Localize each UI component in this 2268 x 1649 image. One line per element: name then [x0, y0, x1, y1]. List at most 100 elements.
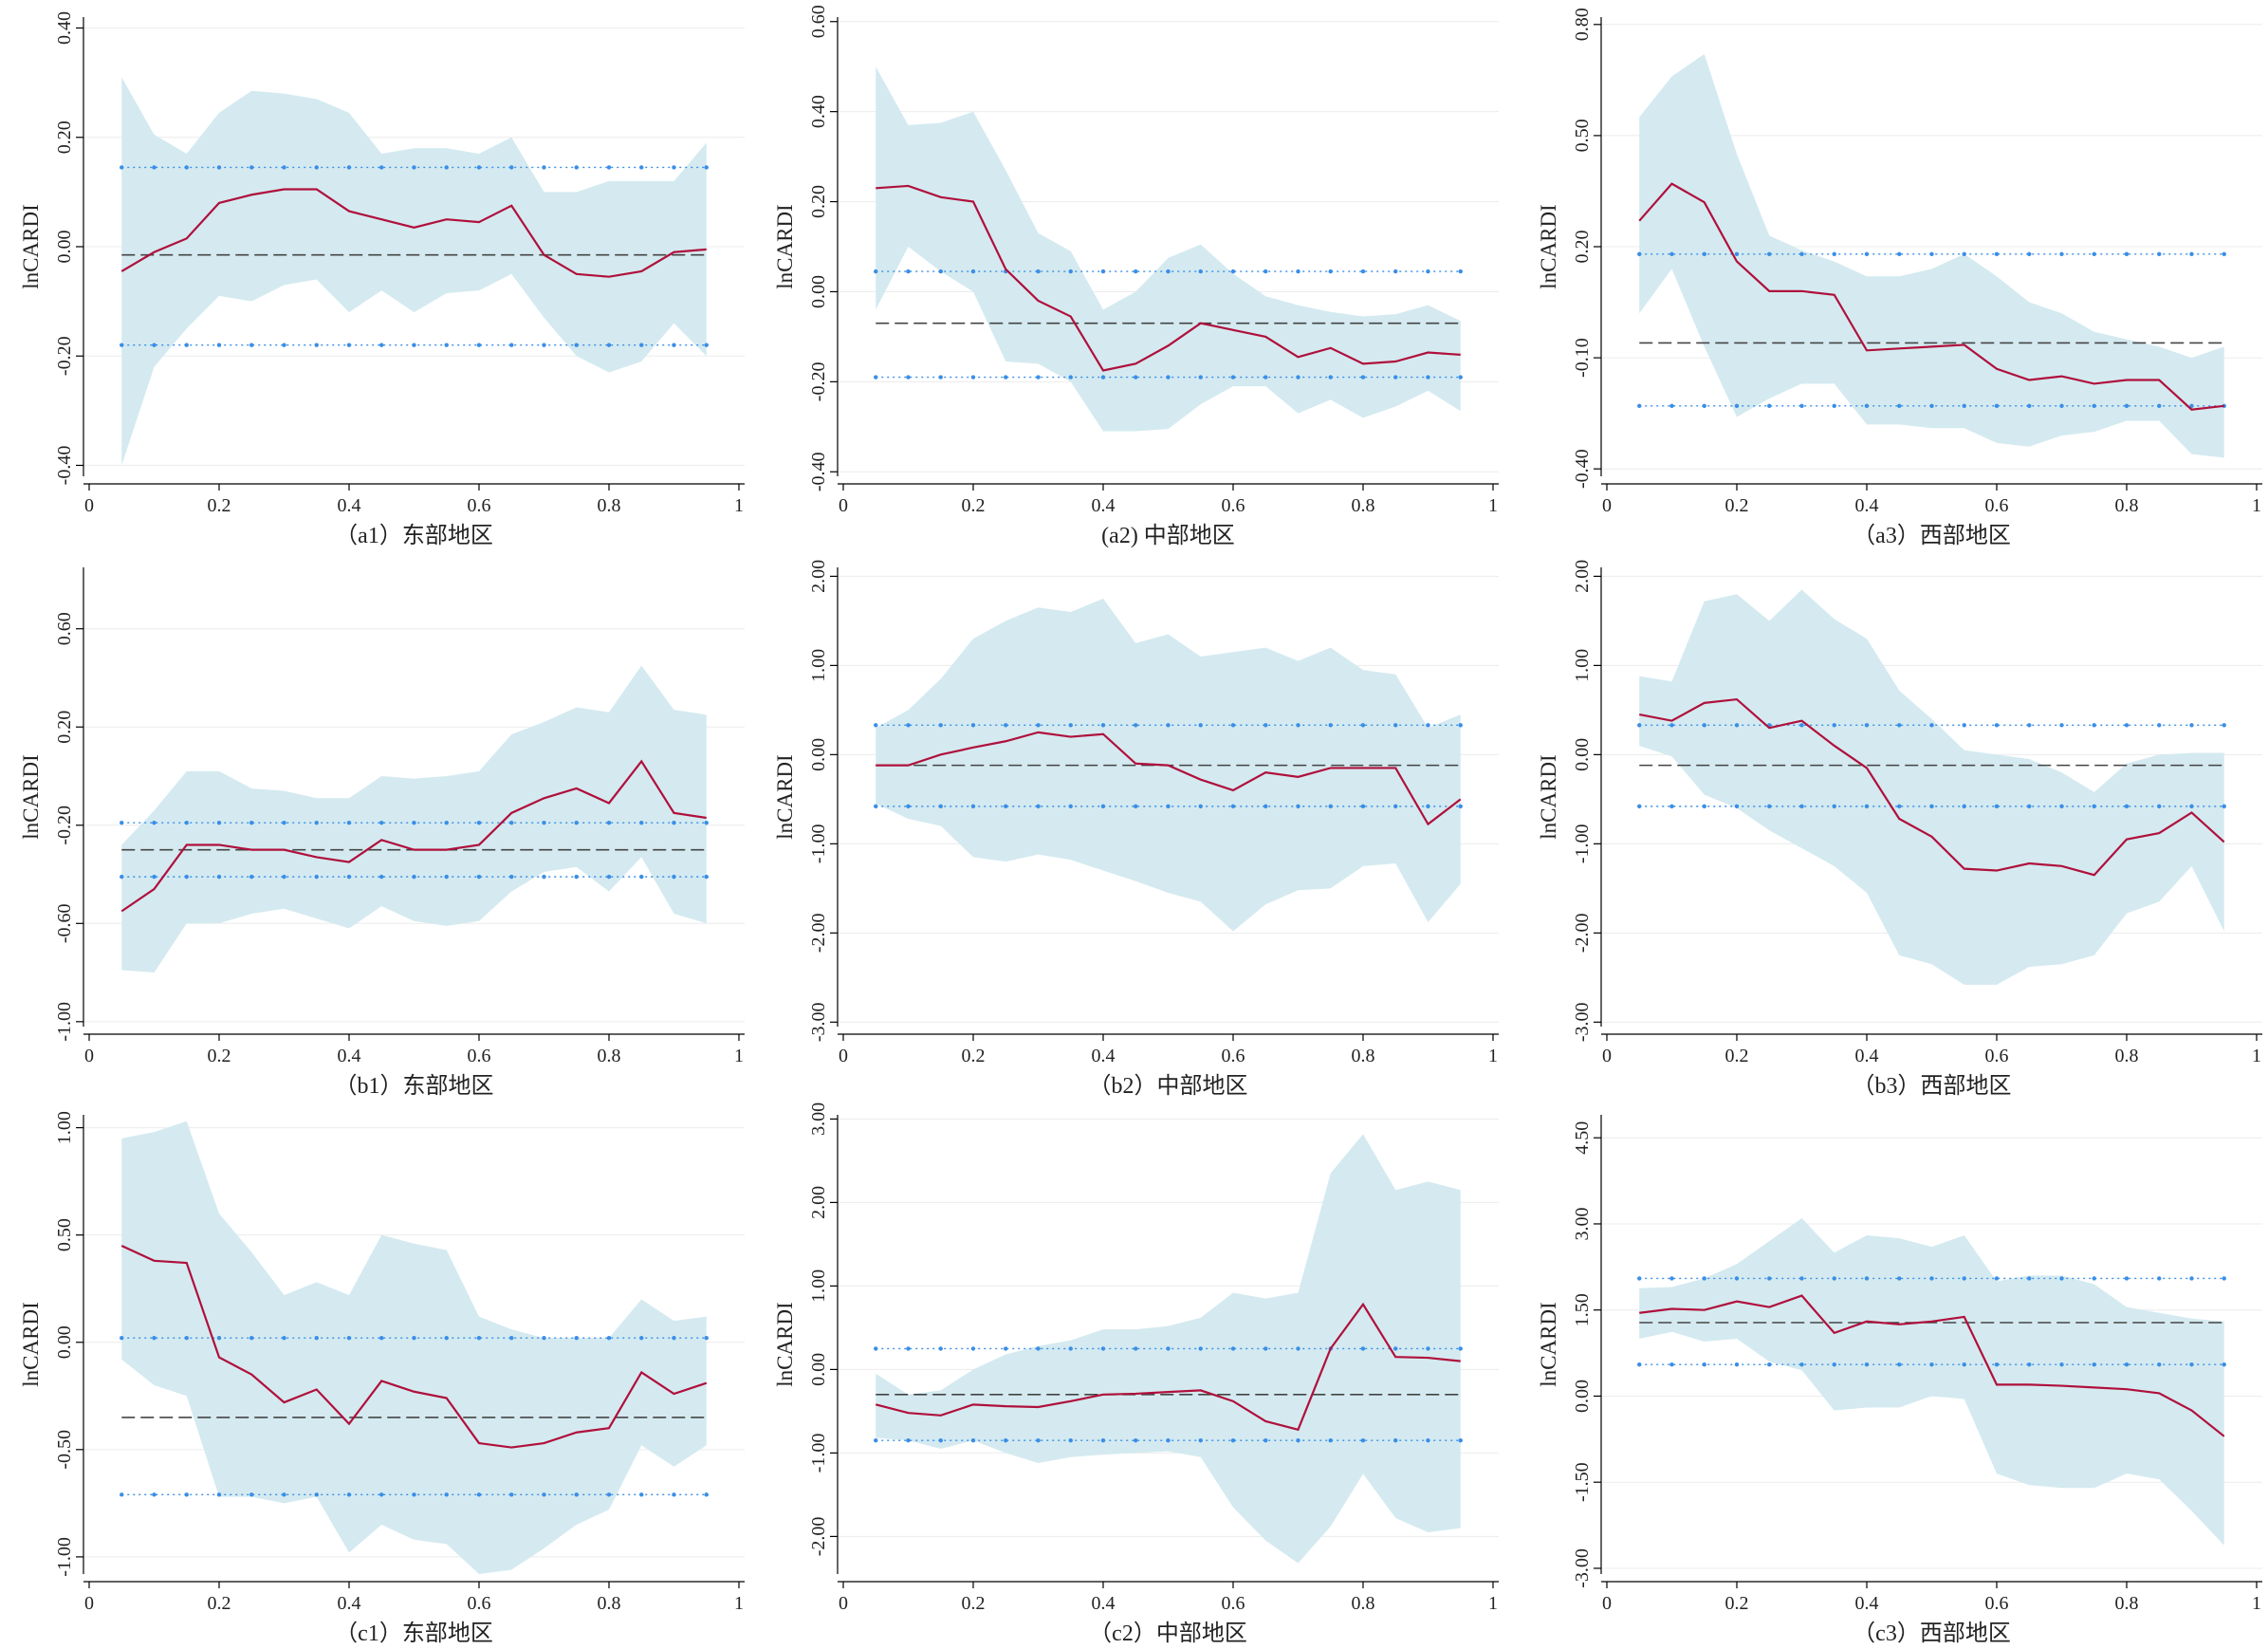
ols-ci-lower-marker-c2-0: [874, 1438, 878, 1443]
ols-ci-lower-marker-a1-12: [509, 343, 514, 347]
xtick-label-c3-0: 0: [1602, 1593, 1612, 1614]
ols-ci-upper-marker-a1-9: [412, 165, 416, 170]
xtick-label-a2-0: 0: [839, 495, 848, 516]
ytick-label-a2-0: -0.40: [808, 452, 829, 491]
ytick-label-b2-5: 2.00: [808, 560, 829, 593]
ols-ci-lower-marker-a2-17: [1426, 375, 1430, 380]
ols-ci-upper-marker-a1-13: [542, 165, 546, 170]
ols-ci-upper-marker-b1-13: [542, 820, 546, 825]
ols-ci-lower-marker-a2-15: [1360, 375, 1366, 380]
ols-ci-lower-marker-a2-3: [970, 375, 976, 380]
ols-ci-upper-marker-b2-0: [874, 723, 878, 728]
ols-ci-lower-marker-b2-8: [1134, 804, 1138, 809]
ols-ci-lower-marker-a1-0: [120, 343, 124, 347]
xtick-label-c2-2: 0.4: [1092, 1593, 1116, 1614]
ols-ci-upper-marker-c3-15: [2124, 1276, 2130, 1281]
xtick-label-a2-3: 0.6: [1222, 495, 1245, 516]
xtick-label-b3-5: 1: [2252, 1046, 2261, 1066]
ytick-label-c1-0: -1.00: [54, 1537, 75, 1577]
ols-ci-lower-marker-b1-3: [216, 874, 222, 880]
ols-ci-lower-marker-c3-2: [1702, 1362, 1706, 1367]
ols-ci-lower-marker-c3-3: [1734, 1362, 1740, 1367]
ols-ci-lower-marker-b3-3: [1734, 804, 1740, 809]
ols-ci-upper-marker-c1-16: [639, 1336, 644, 1341]
ols-ci-lower-marker-a3-10: [1962, 403, 1966, 409]
ols-ci-lower-marker-c2-18: [1458, 1438, 1463, 1443]
panel-a3: -0.40 -0.10 0.20 0.50 0.80 0 0.2 0.4 0.6 0.8 1 lnCA…: [1537, 8, 2262, 548]
ols-ci-upper-marker-b2-14: [1328, 723, 1333, 728]
ols-ci-upper-marker-b1-15: [606, 820, 612, 825]
ols-ci-lower-marker-c1-13: [542, 1492, 546, 1497]
panel-c2: -2.00 -1.00 0.00 1.00 2.00 3.00 0 0.2 0.4 0.6 0.8 1…: [773, 1102, 1499, 1646]
ols-ci-lower-marker-c2-11: [1230, 1438, 1236, 1443]
ols-ci-lower-marker-b3-11: [1994, 804, 2000, 809]
caption-a2: (a2) 中部地区: [1101, 523, 1235, 548]
ols-ci-upper-marker-c3-17: [2189, 1276, 2194, 1281]
ytick-label-a2-4: 0.40: [808, 95, 829, 128]
ols-ci-upper-marker-c1-0: [120, 1336, 124, 1341]
ols-ci-lower-marker-b1-15: [606, 874, 612, 880]
ols-ci-upper-marker-b1-14: [574, 820, 579, 825]
ols-ci-upper-marker-c1-13: [542, 1336, 546, 1341]
ytick-label-a3-4: 0.80: [1572, 8, 1593, 41]
ols-ci-lower-marker-c2-17: [1426, 1438, 1430, 1443]
ols-ci-upper-marker-b2-13: [1296, 723, 1300, 728]
ols-ci-upper-marker-b1-18: [704, 820, 709, 825]
ols-ci-upper-marker-b1-5: [282, 820, 286, 825]
ols-ci-upper-marker-c1-4: [249, 1336, 254, 1341]
ols-ci-lower-marker-a2-2: [938, 375, 943, 380]
ols-ci-upper-marker-b3-6: [1832, 723, 1836, 728]
ols-ci-lower-marker-c1-2: [184, 1492, 189, 1497]
xtick-label-a2-2: 0.4: [1092, 495, 1116, 516]
ols-ci-lower-marker-a2-14: [1328, 375, 1333, 380]
ols-ci-lower-marker-c1-9: [412, 1492, 416, 1497]
ols-ci-upper-marker-c2-17: [1426, 1346, 1430, 1351]
quantile-estimate-line-a1: [120, 188, 707, 278]
ols-ci-upper-marker-a2-8: [1134, 269, 1138, 274]
ols-ci-lower-marker-c2-1: [906, 1438, 911, 1443]
ols-ci-lower-marker-c2-8: [1134, 1438, 1138, 1443]
ols-ci-upper-marker-c2-13: [1296, 1346, 1300, 1351]
ols-ci-lower-marker-b2-7: [1100, 804, 1106, 809]
ols-ci-upper-marker-c2-8: [1134, 1346, 1138, 1351]
ols-ci-lower-marker-b2-14: [1328, 804, 1333, 809]
ols-ci-lower-marker-c2-2: [938, 1438, 943, 1443]
quantile-estimate-line-c2: [875, 1302, 1461, 1432]
ols-ci-upper-marker-c2-6: [1068, 1346, 1073, 1351]
ols-ci-upper-marker-a1-6: [314, 165, 319, 170]
ols-ci-upper-marker-b3-15: [2124, 723, 2130, 728]
ols-ci-lower-marker-c2-9: [1166, 1438, 1171, 1443]
ols-ci-lower-marker-b1-18: [704, 874, 709, 880]
ols-ci-upper-marker-a2-16: [1393, 269, 1398, 274]
ols-ci-lower-marker-a2-1: [906, 375, 911, 380]
xtick-label-a2-1: 0.2: [962, 495, 986, 516]
ols-ci-lower-marker-b2-1: [906, 804, 911, 809]
ols-ci-lower-marker-a3-3: [1734, 403, 1740, 409]
ols-ci-upper-marker-c2-3: [970, 1346, 976, 1351]
ols-ci-lower-marker-b3-9: [1929, 804, 1934, 809]
ols-ci-lower-marker-c1-4: [249, 1492, 254, 1497]
ols-ci-upper-marker-c1-3: [216, 1336, 222, 1341]
ols-ci-upper-marker-c3-11: [1994, 1276, 2000, 1281]
ols-ci-lower-marker-a3-0: [1637, 403, 1642, 409]
ytick-label-c3-2: 0.00: [1572, 1380, 1593, 1413]
ci-band-b1: [121, 665, 707, 973]
ols-ci-lower-marker-a1-17: [672, 343, 676, 347]
ols-ci-lower-marker-a1-11: [476, 343, 482, 347]
ols-ci-lower-marker-a3-11: [1994, 403, 2000, 409]
y-axis-title-c3: lnCARDI: [1537, 1302, 1560, 1386]
ols-ci-lower-marker-b1-1: [152, 874, 157, 880]
ols-ci-upper-marker-c1-12: [509, 1336, 514, 1341]
ytick-label-b1-0: -1.00: [54, 1002, 75, 1042]
ols-ci-upper-marker-b2-1: [906, 723, 911, 728]
xtick-label-c2-3: 0.6: [1222, 1593, 1245, 1614]
ols-ci-upper-marker-a2-11: [1230, 269, 1236, 274]
ols-ci-upper-marker-c3-0: [1637, 1276, 1642, 1281]
xtick-label-b2-5: 1: [1488, 1046, 1498, 1066]
ols-ci-upper-marker-a1-4: [249, 165, 254, 170]
quantile-estimate-line-b2: [876, 731, 1462, 826]
ols-ci-upper-marker-c1-7: [346, 1336, 352, 1341]
ols-ci-upper-marker-b3-1: [1669, 723, 1674, 728]
ols-ci-upper-marker-c3-1: [1669, 1276, 1674, 1281]
